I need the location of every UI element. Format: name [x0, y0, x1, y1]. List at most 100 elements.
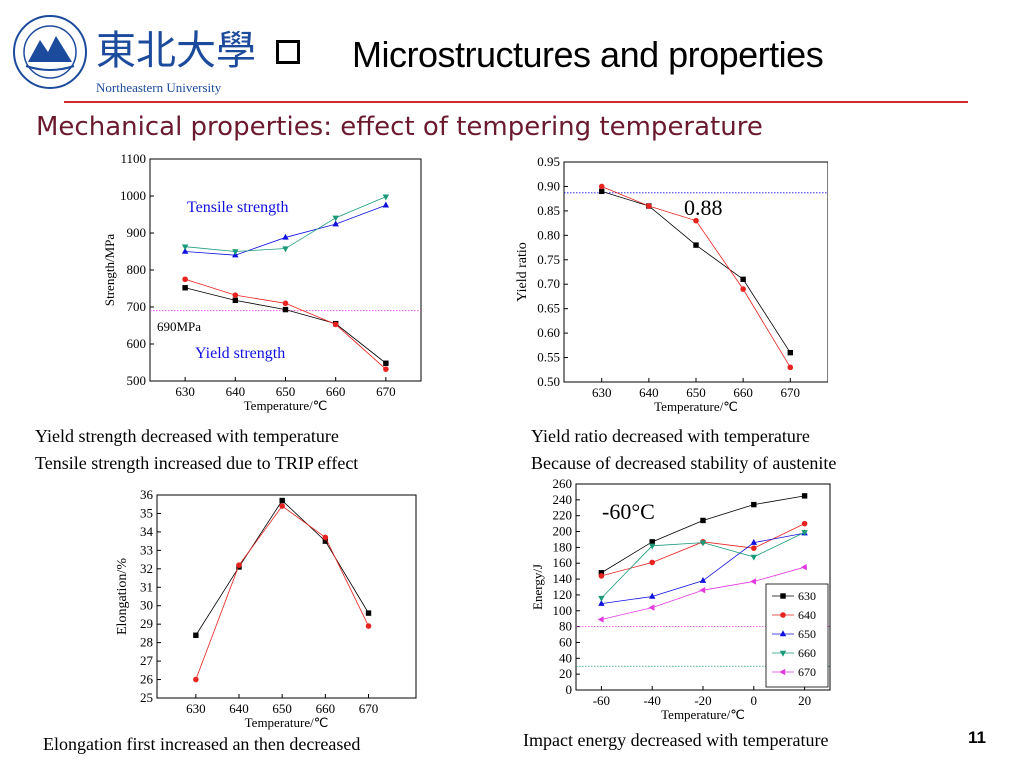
impact-energy-xtick-label: 20 — [798, 693, 811, 708]
impact-energy-point-660--60 — [598, 595, 605, 602]
elongation-ytick-label: 27 — [140, 653, 154, 668]
strength-ytick-label: 900 — [127, 225, 147, 240]
yield-ratio-xtick-label: 630 — [592, 385, 612, 400]
elongation-ytick-label: 29 — [140, 616, 153, 631]
impact-energy-ytick-label: 200 — [553, 524, 573, 539]
impact-energy-point-640-20 — [801, 520, 808, 527]
impact-energy-ytick-label: 120 — [553, 587, 573, 602]
caption-ratio-line2: Because of decreased stability of austen… — [531, 453, 837, 473]
strength-point-yield-a-670 — [383, 360, 389, 366]
strength-ytick-label: 700 — [127, 299, 147, 314]
impact-energy-point-640-0 — [751, 545, 757, 551]
strength-point-yield-b-670 — [383, 366, 389, 372]
impact-energy-ylabel: Energy/J — [530, 564, 545, 610]
yield-ratio-point-ratio-a-650 — [693, 242, 699, 248]
elongation-xtick-label: 640 — [229, 701, 249, 716]
elongation-point-elong-b-630 — [193, 676, 199, 683]
yield-ratio-ytick-label: 0.55 — [537, 350, 560, 365]
impact-energy-point-640--60 — [598, 573, 605, 579]
impact-energy-legend-label-640: 640 — [798, 608, 816, 622]
yield-ratio-xtick-label: 650 — [686, 385, 706, 400]
elongation-point-elong-b-670 — [365, 623, 372, 629]
impact-energy-legend-marker-650 — [779, 630, 787, 637]
elongation-point-elong-b-660 — [322, 534, 329, 541]
yield-ratio-point-ratio-b-650 — [693, 217, 699, 224]
yield-ratio-xtick-label: 670 — [781, 385, 801, 400]
impact-energy-legend-label-660: 660 — [798, 646, 816, 660]
yield-ratio-point-ratio-b-670 — [787, 364, 794, 371]
yield-ratio-ytick-label: 0.85 — [537, 203, 560, 218]
strength-point-yield-a-630 — [182, 285, 188, 291]
impact-energy-ytick-label: 240 — [553, 492, 573, 507]
impact-energy-point-670--60 — [597, 616, 604, 623]
impact-energy-point-670--40 — [648, 604, 655, 611]
elongation-ytick-label: 36 — [140, 487, 154, 502]
impact-energy-series-670 — [597, 563, 807, 623]
impact-energy-point-640--40 — [649, 559, 655, 566]
impact-energy-ytick-label: 100 — [553, 603, 573, 618]
impact-energy-line-640 — [601, 523, 805, 577]
yield-ratio-ylabel: Yield ratio — [515, 242, 530, 302]
elongation-ytick-label: 30 — [140, 598, 153, 613]
caption-elongation: Elongation first increased an then decre… — [43, 734, 361, 754]
impact-energy-point-630-0 — [751, 501, 757, 508]
elongation-ytick-label: 35 — [140, 505, 153, 520]
strength-point-tensile-a-670 — [382, 201, 390, 208]
strength-point-yield-b-660 — [332, 321, 339, 328]
impact-energy-ytick-label: 0 — [566, 682, 573, 697]
impact-energy-ytick-label: 20 — [559, 666, 572, 681]
reference-690mpa-label: 690MPa — [157, 319, 201, 334]
impact-energy-point-660-20 — [801, 530, 808, 537]
elongation-ytick-label: 28 — [140, 635, 153, 650]
reference-088-label: 0.88 — [684, 195, 723, 220]
yield-ratio-ytick-label: 0.50 — [537, 374, 560, 389]
strength-point-tensile-b-630 — [181, 244, 189, 251]
elongation-xtick-label: 670 — [359, 701, 379, 716]
strength-point-tensile-b-640 — [232, 249, 239, 256]
yield-ratio-xlabel: Temperature/℃ — [654, 399, 738, 414]
impact-energy-ytick-label: 160 — [553, 555, 573, 570]
caption-strength-line1: Yield strength decreased with temperatur… — [35, 426, 339, 446]
elongation-ytick-label: 26 — [140, 672, 154, 687]
impact-energy-legend-label-650: 650 — [798, 627, 816, 641]
university-logo: 東北大學 Northeastern University — [13, 15, 256, 95]
impact-energy-xlabel: Temperature/℃ — [661, 707, 745, 722]
caption-impact-energy: Impact energy decreased with temperature — [523, 730, 829, 750]
yield-ratio-point-ratio-b-660 — [740, 286, 746, 292]
impact-energy-legend-label-630: 630 — [798, 589, 816, 603]
impact-energy-point-670--20 — [699, 586, 706, 594]
impact-energy-series-660 — [598, 530, 808, 602]
yield-ratio-chart: 0.50 0.55 0.60 0.65 0.70 0.75 0.80 0.85 0.90 0.95… — [515, 154, 828, 414]
yield-ratio-point-ratio-b-640 — [646, 203, 652, 209]
impact-energy-legend-marker-630 — [780, 593, 786, 599]
strength-series-tensile-a — [181, 201, 390, 258]
yield-ratio-xtick-label: 660 — [733, 385, 753, 400]
impact-energy-point-650--60 — [598, 599, 605, 606]
strength-point-yield-a-650 — [282, 306, 289, 313]
elongation-xtick-label: 650 — [272, 701, 292, 716]
strength-series-tensile-b — [181, 194, 390, 256]
yield-strength-annotation: Yield strength — [195, 345, 285, 362]
strength-point-yield-b-640 — [232, 292, 239, 298]
strength-point-tensile-a-630 — [181, 247, 189, 254]
impact-energy-xtick-label: 0 — [751, 693, 758, 708]
elongation-ytick-label: 32 — [140, 561, 153, 576]
yield-ratio-series-ratio-b — [598, 183, 794, 371]
yield-ratio-ytick-label: 0.70 — [537, 276, 560, 291]
impact-energy-xtick-label: -40 — [644, 693, 661, 708]
elongation-xtick-label: 630 — [186, 701, 206, 716]
impact-energy-point-660-0 — [750, 554, 757, 561]
strength-series-yield-b — [182, 276, 389, 372]
strength-xtick-label: 660 — [326, 384, 346, 399]
strength-chart: 500 600 700 800 900 1000 1100 630 640 650 660 670 Te… — [102, 151, 422, 413]
impact-energy-point-670-0 — [750, 578, 756, 585]
impact-energy-ytick-label: 60 — [559, 634, 572, 649]
header-divider — [64, 101, 968, 103]
strength-point-tensile-b-660 — [332, 215, 339, 222]
elongation-point-elong-a-670 — [365, 610, 372, 616]
elongation-xlabel: Temperature/℃ — [245, 715, 329, 730]
impact-energy-point-660--40 — [649, 543, 656, 550]
strength-ytick-label: 500 — [127, 373, 147, 388]
page-subtitle: Mechanical properties: effect of temperi… — [36, 112, 763, 142]
elongation-xtick-label: 660 — [316, 701, 336, 716]
